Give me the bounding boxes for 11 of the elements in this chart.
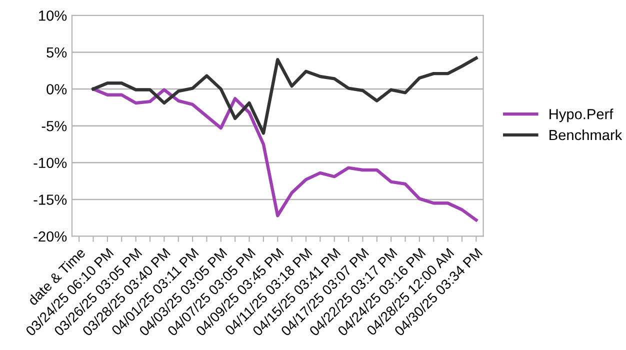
legend-label: Benchmark	[550, 129, 622, 140]
y-tick-label: -5%	[42, 120, 67, 132]
y-tick-label: 0%	[46, 84, 67, 94]
y-tick-label: -10%	[34, 158, 67, 168]
y-tick-label: 5%	[46, 47, 67, 58]
legend-label: Hypo.Perf	[550, 108, 614, 122]
y-tick-label: 10%	[39, 10, 67, 21]
line-series	[92, 87, 478, 222]
y-tick-label: -15%	[34, 194, 67, 205]
y-tick-label: -20%	[34, 231, 67, 242]
line-series	[92, 56, 478, 135]
